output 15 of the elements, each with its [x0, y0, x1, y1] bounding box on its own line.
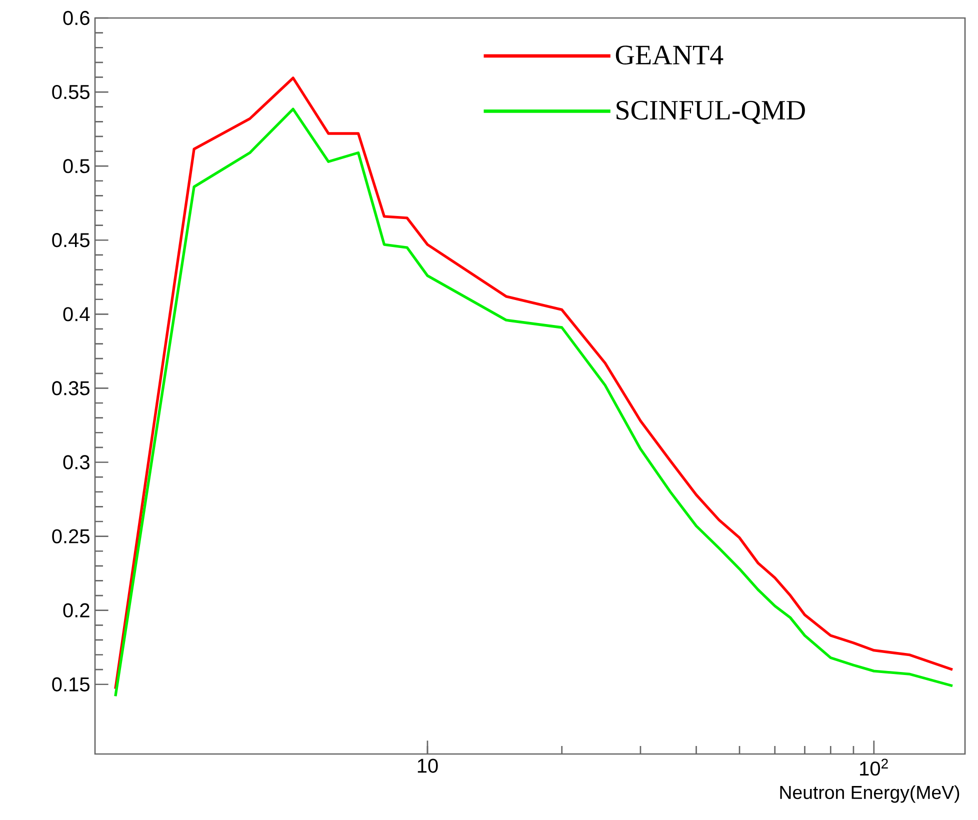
- x-axis-title: Neutron Energy(MeV): [780, 785, 960, 803]
- y-tick-label: 0.15: [52, 677, 90, 692]
- y-tick-label: 0.4: [63, 307, 90, 322]
- x-tick-label: 10$^{2}$: [860, 758, 888, 776]
- y-tick-label: 0.55: [52, 84, 90, 100]
- x-tick-label: 10: [418, 758, 438, 773]
- legend-label: SCINFUL-QMD: [616, 100, 805, 124]
- y-tick-label: 0.5: [63, 158, 90, 174]
- y-tick-label: 0.3: [63, 455, 90, 470]
- y-tick-label: 0.45: [52, 233, 90, 248]
- legend-label: GEANT4: [616, 46, 724, 64]
- y-tick-label: 0.2: [63, 603, 90, 618]
- y-tick-label: 0.35: [52, 381, 90, 396]
- y-tick-label: 0.6: [63, 10, 90, 26]
- y-tick-label: 0.25: [52, 529, 90, 544]
